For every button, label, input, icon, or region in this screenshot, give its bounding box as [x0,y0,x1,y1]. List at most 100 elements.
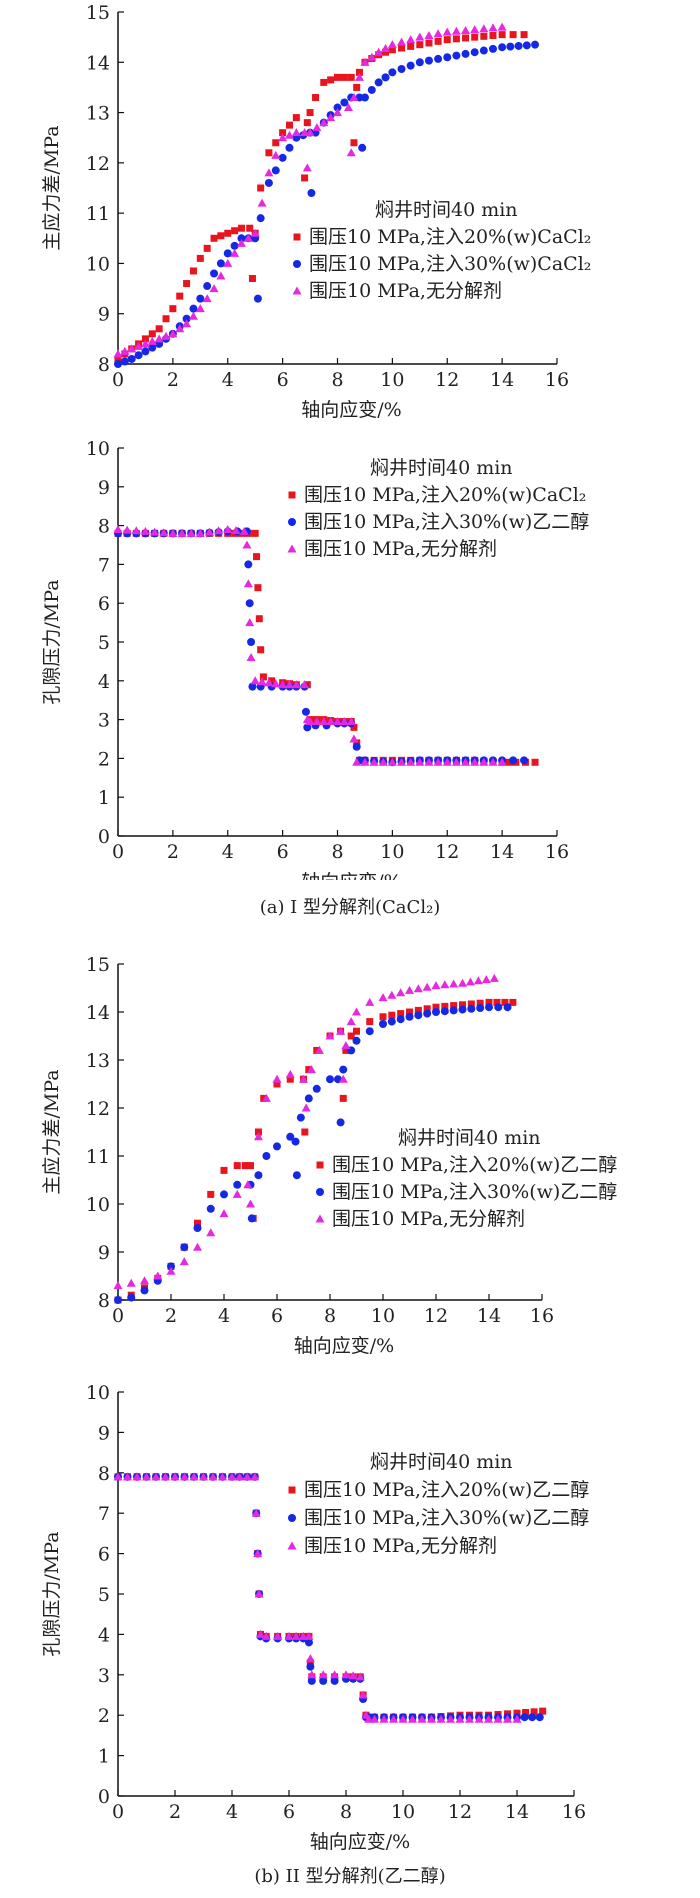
data-point [256,1629,265,1638]
y-tick-label: 5 [98,1584,110,1606]
data-point [161,331,171,340]
x-tick-label: 14 [490,369,514,391]
data-point [425,39,433,47]
data-point [170,1472,180,1481]
data-point [520,756,529,765]
data-point [243,233,253,242]
data-point [268,677,276,685]
data-point [241,1162,249,1170]
data-point [379,1013,387,1021]
data-point [327,76,335,84]
data-point [370,1714,379,1723]
data-point [405,1012,414,1021]
data-point [254,584,262,592]
data-point [204,527,214,536]
data-point [467,1004,476,1013]
data-point [427,1714,436,1723]
data-point [196,254,204,262]
series-2 [114,527,529,767]
data-point [338,1074,348,1083]
data-point [284,130,294,139]
data-point [352,1007,361,1016]
data-point [194,1219,201,1227]
data-point [257,184,265,192]
data-point [479,757,489,766]
data-point [479,24,489,33]
x-tick-label: 8 [340,1801,352,1823]
data-point [230,248,240,257]
data-point [498,43,507,52]
legend-marker [316,1161,324,1169]
data-point [208,1472,218,1481]
legend-label: 围压10 MPa,注入20%(w)CaCl₂ [304,484,586,506]
data-point [254,1589,264,1598]
x-tick-label: 2 [167,841,179,863]
data-point [210,269,219,278]
data-point [397,1010,405,1018]
data-point [261,1093,271,1102]
data-point [313,1046,321,1054]
chart-b1-svg: 0 2 4 6 8 10 12 14 16 8 9 10 11 12 13 14 15 轴向应变/% 主应力差/MP… [41,954,617,1357]
data-point [433,29,443,38]
data-point [442,757,452,766]
data-point [255,615,263,623]
data-point [148,330,156,338]
data-point [224,229,232,237]
x-tick-label: 8 [331,369,343,391]
data-point [284,1631,294,1640]
y-tick-label: 3 [98,1665,110,1687]
data-point [285,143,294,152]
data-point [312,93,320,101]
data-point [218,1472,227,1481]
data-point [304,1094,313,1103]
x-tick-label: 6 [277,841,289,863]
x-tick-label: 16 [545,369,569,391]
data-point [272,1074,282,1083]
data-point [154,334,164,343]
data-point [522,41,531,50]
data-point [247,1162,254,1170]
data-point [214,526,224,535]
data-point [462,34,470,42]
y-tick-label: 8 [98,516,110,538]
data-point [306,1659,314,1667]
data-point [349,92,359,101]
data-point [256,214,265,223]
data-point [465,1714,474,1723]
data-point [346,148,356,157]
data-point [301,707,310,716]
data-point [470,25,480,34]
data-point [292,114,300,122]
data-point [367,52,377,61]
data-point [236,238,246,247]
data-point [461,49,470,58]
y-axis-label: 主应力差/MPa [41,125,63,250]
data-point [180,1472,189,1481]
data-point [378,993,388,1002]
data-point [415,757,425,766]
y-tick-label: 8 [98,354,110,376]
x-tick-label: 12 [424,1305,448,1327]
data-point [451,757,461,766]
data-point [246,1199,255,1208]
data-point [467,1000,475,1008]
data-point [296,1113,305,1122]
y-tick-label: 2 [98,748,110,770]
data-point [216,271,226,280]
data-point [365,1027,374,1036]
data-point [461,757,471,766]
y-tick-label: 4 [98,1624,110,1646]
data-point [134,341,144,350]
data-point [305,1066,313,1074]
data-point [414,1006,422,1014]
data-point [257,198,267,207]
data-point [239,526,249,535]
data-point [300,680,310,689]
y-tick-label: 2 [98,1705,110,1727]
data-point [301,1128,309,1136]
legend-marker [288,491,296,499]
data-point [358,1690,368,1699]
data-point [113,524,123,533]
data-point [458,1005,467,1014]
data-point [153,1271,163,1280]
